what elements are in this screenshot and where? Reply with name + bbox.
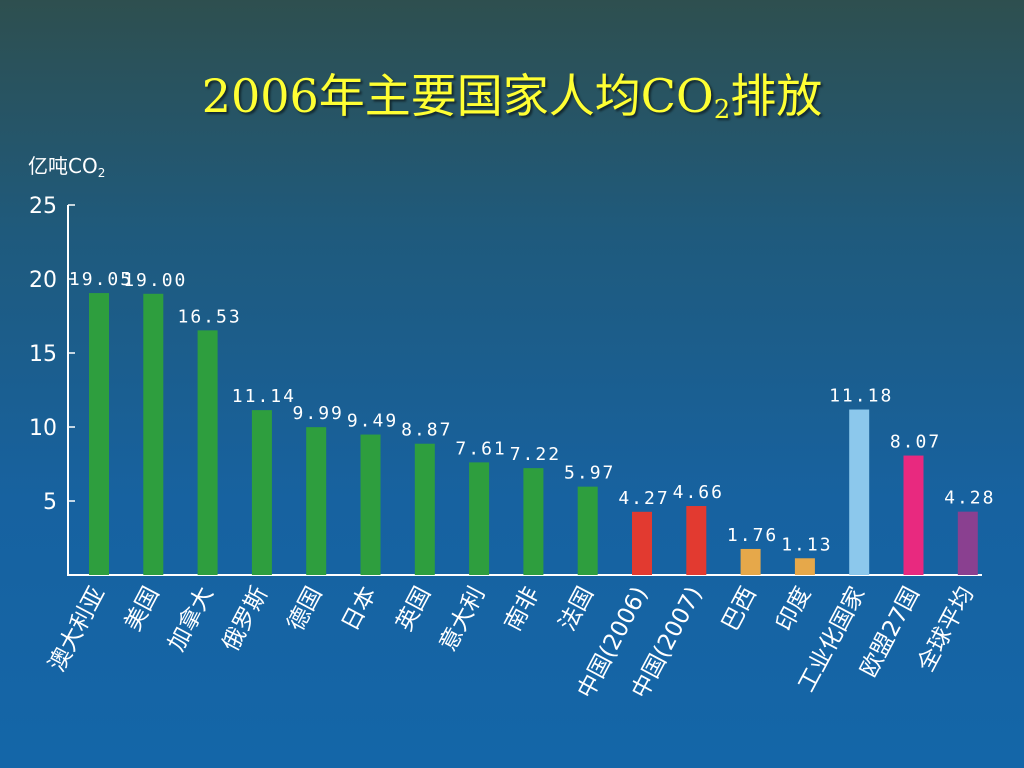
data-label: 7.22 <box>510 444 561 465</box>
unit-main: 亿吨CO <box>28 154 98 178</box>
data-label: 7.61 <box>455 438 506 459</box>
bar <box>577 486 598 575</box>
y-tick-label: 25 <box>29 194 57 219</box>
bar <box>740 548 761 575</box>
title-suffix: 排放 <box>730 69 823 123</box>
data-label: 1.13 <box>781 534 832 555</box>
bar <box>957 511 978 575</box>
x-tick-label: 南非 <box>500 583 545 636</box>
y-tick-label: 10 <box>29 416 57 441</box>
bar <box>251 410 272 575</box>
x-tick-label: 加拿大 <box>163 582 219 656</box>
y-tick-label: 15 <box>29 342 57 367</box>
x-tick-label: 日本 <box>337 583 382 636</box>
data-label: 4.27 <box>618 488 669 509</box>
x-tick-label: 英国 <box>392 583 437 636</box>
data-label: 8.87 <box>401 420 452 441</box>
data-label: 11.14 <box>232 386 296 407</box>
x-tick-label: 印度 <box>772 583 817 636</box>
title-prefix: 2006年主要国家人均CO <box>201 69 714 123</box>
x-tick-label: 法国 <box>554 583 599 636</box>
y-tick-label: 5 <box>43 490 57 515</box>
bar <box>794 558 815 575</box>
bar <box>306 427 327 575</box>
bar <box>89 293 109 575</box>
bar <box>686 506 707 575</box>
data-label: 11.18 <box>829 386 893 407</box>
x-tick-label: 澳大利亚 <box>44 583 110 676</box>
x-tick-label: 俄罗斯 <box>218 583 273 656</box>
data-label: 8.07 <box>890 432 941 453</box>
data-label: 5.97 <box>564 463 615 484</box>
data-label: 9.49 <box>347 411 398 432</box>
title-subscript: 2 <box>713 95 731 125</box>
data-label: 19.05 <box>69 269 133 290</box>
data-label: 4.66 <box>673 482 724 503</box>
data-label: 9.99 <box>293 403 344 424</box>
bar <box>523 468 544 575</box>
bar <box>849 409 870 575</box>
x-tick-label: 意大利 <box>435 583 490 656</box>
bar <box>469 462 490 575</box>
bar <box>197 330 218 575</box>
x-tick-label: 德国 <box>283 583 328 636</box>
data-label: 19.00 <box>123 270 187 291</box>
bar <box>360 434 381 575</box>
data-label: 16.53 <box>178 306 242 327</box>
unit-subscript: 2 <box>97 166 106 180</box>
data-label: 1.76 <box>727 525 778 546</box>
y-tick-label: 20 <box>29 268 57 293</box>
bar <box>632 511 652 575</box>
x-tick-label: 巴西 <box>717 583 762 636</box>
slide-title: 2006年主要国家人均CO2排放 <box>0 66 1024 126</box>
y-axis-unit-label: 亿吨CO2 <box>28 150 105 179</box>
bar <box>414 443 435 575</box>
x-tick-label: 美国 <box>120 583 165 636</box>
bar <box>143 293 164 575</box>
bar <box>903 455 924 575</box>
data-label: 4.28 <box>944 488 995 509</box>
